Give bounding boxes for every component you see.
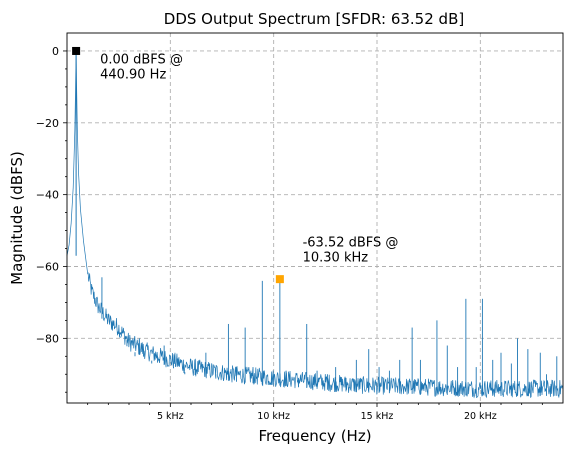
x-tick-label: 5 kHz <box>157 411 184 422</box>
y-axis-label: Magnitude (dBFS) <box>8 151 26 285</box>
spur-annotation: -63.52 dBFS @10.30 kHz <box>303 236 399 266</box>
spur-marker <box>275 275 284 284</box>
y-tick-label: −80 <box>36 332 59 345</box>
carrier-annotation: 0.00 dBFS @440.90 Hz <box>100 53 183 83</box>
noise-floor-trace <box>66 50 564 399</box>
peak-markers: 0.00 dBFS @440.90 Hz -63.52 dBFS @10.30 k… <box>72 46 399 284</box>
x-axis-label: Frequency (Hz) <box>258 427 371 445</box>
axis-ticks: 5 kHz 10 kHz 15 kHz 20 kHz 0 −20 −40 −60 −80 <box>36 45 543 422</box>
y-tick-label: −60 <box>36 260 59 273</box>
x-tick-label: 20 kHz <box>464 411 497 422</box>
y-tick-label: −20 <box>36 117 59 130</box>
chart-title: DDS Output Spectrum [SFDR: 63.52 dB] <box>164 10 464 28</box>
y-tick-label: −40 <box>36 189 59 202</box>
x-tick-label: 15 kHz <box>361 411 394 422</box>
spectrum-trace <box>66 50 564 399</box>
carrier-marker <box>72 46 81 55</box>
grid <box>67 33 563 403</box>
y-tick-label: 0 <box>52 45 59 58</box>
x-tick-label: 10 kHz <box>257 411 290 422</box>
